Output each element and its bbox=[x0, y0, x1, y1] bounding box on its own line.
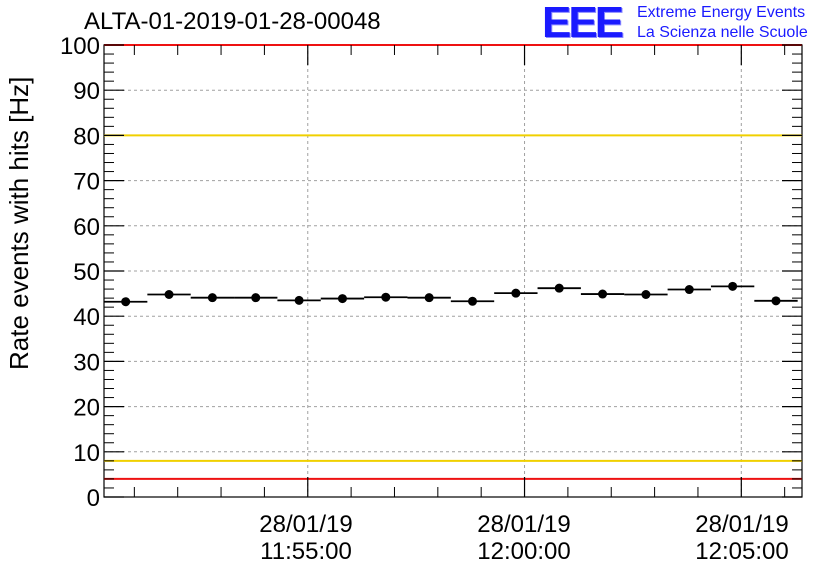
y-tick-label-3: 30 bbox=[73, 349, 100, 376]
x-tick-time-2: 12:05:00 bbox=[695, 538, 789, 565]
data-point-14 bbox=[728, 281, 738, 291]
logo-line-2: La Scienza nelle Scuole bbox=[637, 24, 808, 41]
y-tick-label-0: 0 bbox=[87, 485, 100, 512]
data-point-11 bbox=[598, 289, 608, 299]
data-point-1 bbox=[164, 290, 174, 300]
y-tick-label-5: 50 bbox=[73, 259, 100, 286]
y-tick-label-7: 70 bbox=[73, 169, 100, 196]
x-tick-time-1: 12:00:00 bbox=[477, 538, 571, 565]
data-point-9 bbox=[511, 288, 521, 298]
x-tick-date-1: 28/01/19 bbox=[477, 511, 571, 538]
data-point-5 bbox=[337, 294, 347, 304]
data-point-10 bbox=[554, 283, 564, 293]
x-tick-date-2: 28/01/19 bbox=[695, 511, 789, 538]
data-point-0 bbox=[121, 297, 131, 307]
data-point-4 bbox=[294, 295, 304, 305]
data-point-6 bbox=[381, 292, 391, 302]
axis-ticks bbox=[104, 44, 802, 498]
y-axis-label: Rate events with hits [Hz] bbox=[4, 76, 34, 370]
data-points bbox=[104, 281, 798, 307]
reference-lines bbox=[104, 44, 802, 480]
data-point-13 bbox=[684, 285, 694, 295]
y-tick-label-6: 60 bbox=[73, 214, 100, 241]
y-tick-label-10: 100 bbox=[60, 33, 100, 60]
eee-logo: EEE bbox=[542, 0, 624, 47]
data-point-3 bbox=[251, 293, 261, 303]
y-tick-label-9: 90 bbox=[73, 78, 100, 105]
grid-layer bbox=[104, 45, 802, 497]
y-tick-label-4: 40 bbox=[73, 304, 100, 331]
logo-line-1: Extreme Energy Events bbox=[637, 4, 806, 21]
data-point-2 bbox=[207, 293, 217, 303]
y-tick-label-1: 10 bbox=[73, 440, 100, 467]
y-tick-label-2: 20 bbox=[73, 395, 100, 422]
data-point-15 bbox=[771, 296, 781, 306]
y-tick-label-8: 80 bbox=[73, 123, 100, 150]
x-tick-date-0: 28/01/19 bbox=[259, 511, 353, 538]
data-point-7 bbox=[424, 293, 434, 303]
y-tick-labels: 0 10 20 30 40 50 60 70 80 90 100 bbox=[60, 33, 100, 512]
x-tick-time-0: 11:55:00 bbox=[260, 538, 352, 565]
data-point-12 bbox=[641, 290, 651, 300]
x-tick-label-0: 28/01/19 11:55:00 bbox=[236, 511, 376, 565]
data-point-8 bbox=[468, 296, 478, 306]
chart-title: ALTA-01-2019-01-28-00048 bbox=[84, 8, 381, 35]
x-tick-label-2: 28/01/19 12:05:00 bbox=[672, 511, 812, 565]
x-tick-label-1: 28/01/19 12:00:00 bbox=[454, 511, 594, 565]
